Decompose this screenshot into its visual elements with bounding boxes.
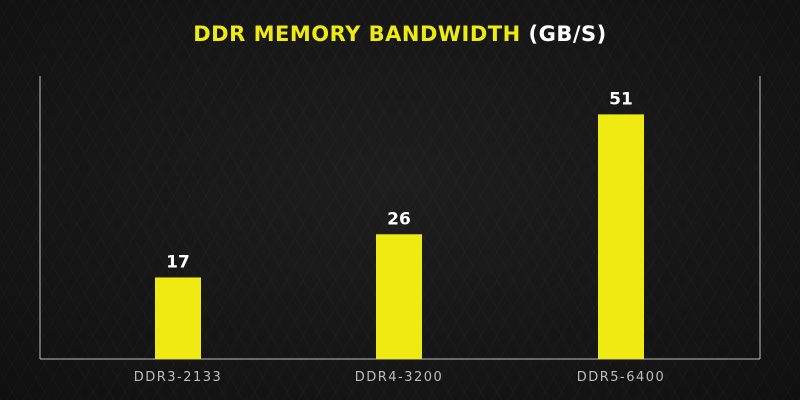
value-label-ddr4-3200: 26 [387,209,411,229]
tick-label-ddr5-6400: DDR5-6400 [577,370,666,385]
chart-bars [155,114,644,359]
chart-tick-labels: DDR3-2133 DDR4-3200 DDR5-6400 [134,370,666,385]
tick-label-ddr3-2133: DDR3-2133 [134,370,223,385]
chart-title: DDR MEMORY BANDWIDTH (GB/S) [0,22,800,46]
chart-title-main: DDR MEMORY BANDWIDTH [193,22,521,46]
tick-label-ddr4-3200: DDR4-3200 [355,370,444,385]
value-label-ddr3-2133: 17 [166,252,190,272]
bar-ddr3-2133 [155,277,201,359]
bar-ddr5-6400 [598,114,644,359]
bar-ddr4-3200 [376,234,422,359]
chart-title-unit: (GB/S) [528,22,607,46]
chart-value-labels: 17 26 51 [166,89,633,272]
value-label-ddr5-6400: 51 [609,89,633,109]
